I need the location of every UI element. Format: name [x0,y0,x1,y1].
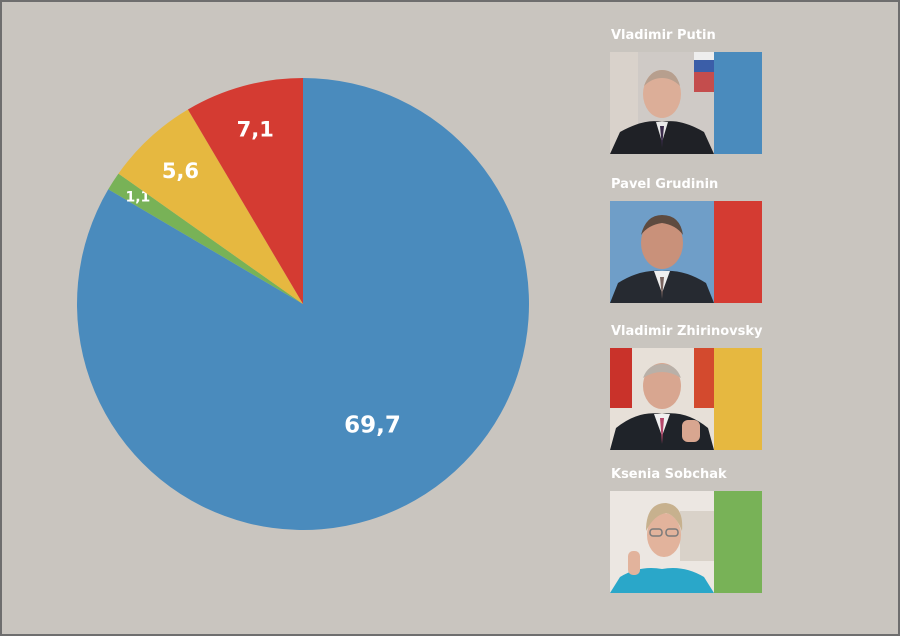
slice-value-label: 69,7 [344,413,401,439]
legend-swatch [714,52,762,154]
slice-value-label: 7,1 [237,118,274,142]
legend-name: Vladimir Zhirinovsky [611,324,763,339]
pie-slice-vladimir-zhirinovsky [118,109,303,304]
legend-swatch [714,348,762,450]
portrait-photo [610,348,714,450]
legend-swatch [714,201,762,303]
portrait-photo [610,491,714,593]
legend: Vladimir Putin Pavel Grudini [610,0,770,636]
portrait-photo [610,201,714,303]
portrait-photo [610,52,714,154]
legend-name: Ksenia Sobchak [611,467,727,482]
pie-slice-ksenia-sobchak [108,173,303,304]
slice-value-label: 1,1 [125,189,150,205]
slice-value-label: 5,6 [162,159,199,183]
legend-name: Vladimir Putin [611,28,716,43]
legend-name: Pavel Grudinin [611,177,719,192]
legend-swatch [714,491,762,593]
pie-slice-pavel-grudinin [187,78,303,304]
